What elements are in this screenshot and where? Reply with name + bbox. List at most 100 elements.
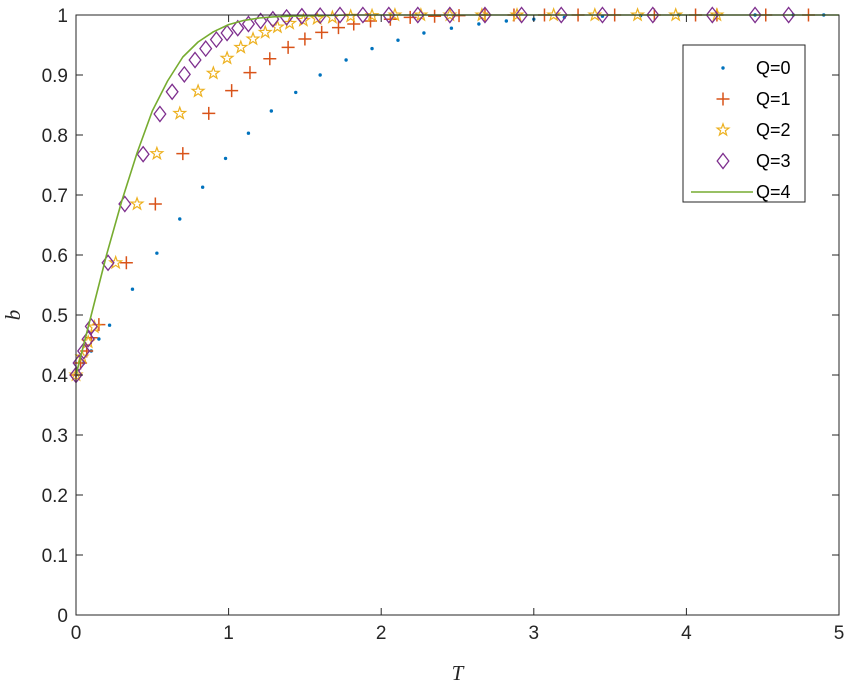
data-point xyxy=(148,197,162,211)
data-point xyxy=(209,31,224,49)
data-point xyxy=(318,73,322,77)
data-point xyxy=(387,6,403,22)
data-point xyxy=(155,251,159,255)
data-point xyxy=(101,254,115,272)
x-tick-label: 3 xyxy=(529,623,540,644)
data-point xyxy=(225,84,239,98)
data-point xyxy=(504,19,509,23)
data-point xyxy=(130,287,135,291)
data-point xyxy=(422,31,426,35)
data-point xyxy=(629,6,646,22)
data-point xyxy=(153,105,167,123)
legend-label: Q=3 xyxy=(756,151,791,171)
legend-marker xyxy=(721,66,725,70)
data-point xyxy=(705,6,719,24)
legend-box xyxy=(682,44,806,203)
data-point xyxy=(263,52,277,66)
data-point xyxy=(241,15,256,33)
data-point xyxy=(315,25,329,39)
data-point xyxy=(646,6,660,24)
y-tick-label: 0.5 xyxy=(42,306,68,327)
data-point xyxy=(282,15,298,30)
data-point xyxy=(269,18,286,34)
data-point xyxy=(281,40,295,54)
data-point xyxy=(176,147,190,161)
data-point xyxy=(202,106,216,120)
y-tick-label: 0.6 xyxy=(42,246,68,267)
data-point xyxy=(587,6,603,22)
data-point xyxy=(223,156,228,161)
data-point xyxy=(190,83,206,98)
data-point xyxy=(477,22,481,26)
data-point xyxy=(382,6,396,24)
legend-label: Q=1 xyxy=(756,89,791,109)
data-point xyxy=(782,6,796,24)
data-point xyxy=(748,6,762,24)
data-point xyxy=(188,51,202,69)
data-point xyxy=(364,14,378,28)
data-point xyxy=(428,9,442,23)
data-point xyxy=(172,105,188,120)
data-point xyxy=(333,6,347,24)
data-point xyxy=(443,6,457,24)
y-tick-label: 0.8 xyxy=(42,126,68,147)
data-point xyxy=(295,7,309,25)
y-tick-label: 1 xyxy=(57,6,68,27)
y-tick-label: 0.3 xyxy=(42,426,68,447)
data-point xyxy=(72,354,86,372)
data-point xyxy=(313,7,327,25)
legend-label: Q=2 xyxy=(756,120,791,140)
data-point xyxy=(298,32,312,46)
data-point xyxy=(233,39,249,54)
data-point xyxy=(107,323,112,327)
data-point xyxy=(309,10,325,26)
data-point xyxy=(478,6,492,24)
tick-layer: 0 1 2 3 4 5 0 0.1 0.2 0.3 0.4 0.5 0.6 0.7 0.8 0.9 1 xyxy=(42,6,845,644)
data-point xyxy=(129,195,145,211)
data-point xyxy=(246,131,251,135)
data-point xyxy=(245,30,261,46)
y-axis-title: b xyxy=(1,310,25,321)
data-point xyxy=(81,330,95,348)
data-point xyxy=(149,145,165,161)
data-point xyxy=(136,145,150,163)
data-point xyxy=(411,6,425,24)
data-point xyxy=(97,337,101,341)
y-tick-label: 0.9 xyxy=(42,66,68,87)
y-tick-label: 0 xyxy=(57,606,68,627)
x-tick-label: 0 xyxy=(71,623,82,644)
x-axis-title: T xyxy=(452,661,465,685)
data-point xyxy=(77,342,91,360)
legend-marker xyxy=(716,92,730,106)
data-point xyxy=(108,254,124,270)
x-tick-label: 1 xyxy=(223,623,234,644)
data-point xyxy=(257,24,273,39)
y-tick-label: 0.1 xyxy=(42,546,68,567)
data-point xyxy=(546,6,562,22)
data-point xyxy=(449,26,454,30)
data-point xyxy=(84,317,98,335)
data-point xyxy=(199,40,213,58)
data-point xyxy=(119,256,133,270)
y-tick-label: 0.7 xyxy=(42,186,68,207)
legend-marker xyxy=(716,152,730,170)
data-point xyxy=(331,21,345,35)
data-point xyxy=(344,58,348,62)
data-point xyxy=(514,6,529,24)
x-tick-label: 5 xyxy=(834,623,845,644)
data-point xyxy=(356,6,370,24)
data-point xyxy=(243,66,257,80)
series-layer xyxy=(68,6,839,384)
data-point xyxy=(595,6,610,24)
data-point xyxy=(220,24,234,42)
data-point xyxy=(219,50,235,65)
data-point xyxy=(200,185,205,189)
legend-label: Q=0 xyxy=(756,58,791,78)
data-point xyxy=(231,19,245,37)
data-point xyxy=(178,217,182,221)
data-point xyxy=(396,38,400,42)
y-tick-label: 0.2 xyxy=(42,486,68,507)
data-point xyxy=(205,65,221,80)
